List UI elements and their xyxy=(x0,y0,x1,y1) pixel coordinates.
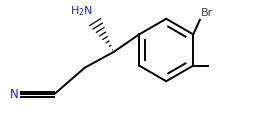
Text: Br: Br xyxy=(201,8,214,18)
Text: N: N xyxy=(10,88,19,101)
Text: H$_2$N: H$_2$N xyxy=(70,4,93,18)
